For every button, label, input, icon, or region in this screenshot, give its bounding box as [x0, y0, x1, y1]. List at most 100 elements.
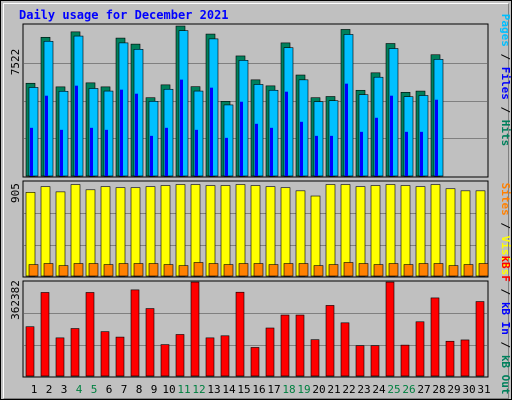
x-tick-label: 2 — [46, 383, 53, 396]
sites-bar — [118, 263, 129, 277]
pages-bar — [120, 89, 123, 176]
sites-bar — [358, 263, 369, 277]
visits-bar — [370, 185, 381, 277]
files-bar — [298, 79, 309, 177]
x-tick-label: 5 — [91, 383, 98, 396]
x-tick-label: 9 — [151, 383, 158, 396]
kbytes-bar — [460, 339, 470, 377]
kbytes-bar — [235, 291, 245, 377]
legend-bottom: kB F / kB In / kB Out — [499, 255, 512, 394]
pages-bar — [255, 123, 258, 176]
x-tick-label: 29 — [447, 383, 460, 396]
legend-top: Pages / Files / Hits — [499, 14, 512, 147]
sites-bar — [238, 263, 249, 277]
x-tick-label: 27 — [417, 383, 430, 396]
x-tick-label: 16 — [252, 383, 265, 396]
files-bar — [58, 90, 69, 177]
x-tick-label: 17 — [267, 383, 280, 396]
kbytes-bar — [475, 301, 485, 377]
sites-bar — [478, 263, 489, 277]
kbytes-bar — [445, 340, 455, 377]
kbytes-bar — [145, 308, 155, 377]
legend-sep-5: / — [499, 335, 512, 355]
legend-sites: Sites — [499, 183, 512, 216]
files-bar — [178, 30, 189, 177]
pages-bar — [420, 131, 423, 176]
visits-bar — [235, 184, 246, 277]
sites-bar — [463, 264, 474, 277]
kbytes-bar — [430, 297, 440, 377]
kbytes-bar — [340, 322, 350, 377]
x-tick-label: 21 — [327, 383, 340, 396]
visits-bar — [85, 189, 96, 277]
files-bar — [103, 90, 114, 177]
kbytes-bar — [115, 336, 125, 377]
files-bar — [88, 88, 99, 177]
sites-bar — [448, 265, 459, 277]
kbytes-bar — [295, 314, 305, 377]
kbytes-bar — [355, 345, 365, 377]
sites-bar — [283, 263, 294, 277]
x-tick-label: 11 — [177, 383, 190, 396]
visits-bar — [145, 186, 156, 277]
pages-bar — [285, 91, 288, 176]
files-bar — [193, 90, 204, 177]
files-bar — [388, 48, 399, 177]
files-bar — [373, 76, 384, 177]
x-tick-label: 25 — [387, 383, 400, 396]
visits-bar — [415, 186, 426, 277]
files-bar — [163, 88, 174, 177]
kbytes-bar — [385, 281, 395, 377]
files-bar — [343, 34, 354, 177]
sites-bar — [328, 264, 339, 277]
files-bar — [28, 87, 39, 177]
files-bar — [208, 38, 219, 177]
legend-sep-2: / — [499, 100, 512, 120]
files-bar — [43, 40, 54, 177]
sites-bar — [43, 263, 54, 277]
pages-bar — [405, 131, 408, 176]
x-tick-label: 10 — [162, 383, 175, 396]
visits-bar — [130, 187, 141, 277]
sites-bar — [58, 265, 69, 277]
middle-ymax-label: 905 — [9, 183, 22, 203]
kbytes-bar — [310, 339, 320, 377]
x-tick-label: 30 — [462, 383, 475, 396]
top-ymax-label: 7522 — [9, 49, 22, 76]
pages-bar — [435, 99, 438, 176]
kbytes-bar — [175, 334, 185, 377]
pages-bar — [60, 129, 63, 176]
x-tick-label: 7 — [121, 383, 128, 396]
pages-bar — [180, 79, 183, 176]
pages-bar — [240, 101, 243, 176]
visits-bar — [325, 184, 336, 277]
sites-bar — [388, 263, 399, 277]
visits-bar — [55, 191, 66, 277]
x-tick-label: 8 — [136, 383, 143, 396]
x-tick-label: 19 — [297, 383, 310, 396]
sites-bar — [148, 263, 159, 277]
legend-sep-1: / — [499, 47, 512, 67]
sites-bar — [433, 263, 444, 277]
files-bar — [283, 47, 294, 177]
pages-bar — [165, 127, 168, 176]
visits-bar — [205, 185, 216, 277]
x-tick-label: 14 — [222, 383, 236, 396]
kbytes-bar — [415, 321, 425, 377]
sites-bar — [418, 263, 429, 277]
chart-frame-bevel — [3, 3, 509, 399]
sites-bar — [178, 265, 189, 277]
x-tick-label: 13 — [207, 383, 220, 396]
files-bar — [313, 101, 324, 177]
files-bar — [133, 49, 144, 177]
files-bar — [73, 35, 84, 177]
legend-sep-3: / — [499, 216, 512, 236]
bars-top — [25, 25, 444, 177]
kbytes-bar — [325, 305, 335, 377]
files-bar — [148, 101, 159, 177]
sites-bar — [193, 262, 204, 277]
kbytes-bar — [130, 289, 140, 377]
visits-bar — [280, 187, 291, 277]
sites-bar — [88, 263, 99, 277]
legend-files: Files — [499, 67, 512, 100]
